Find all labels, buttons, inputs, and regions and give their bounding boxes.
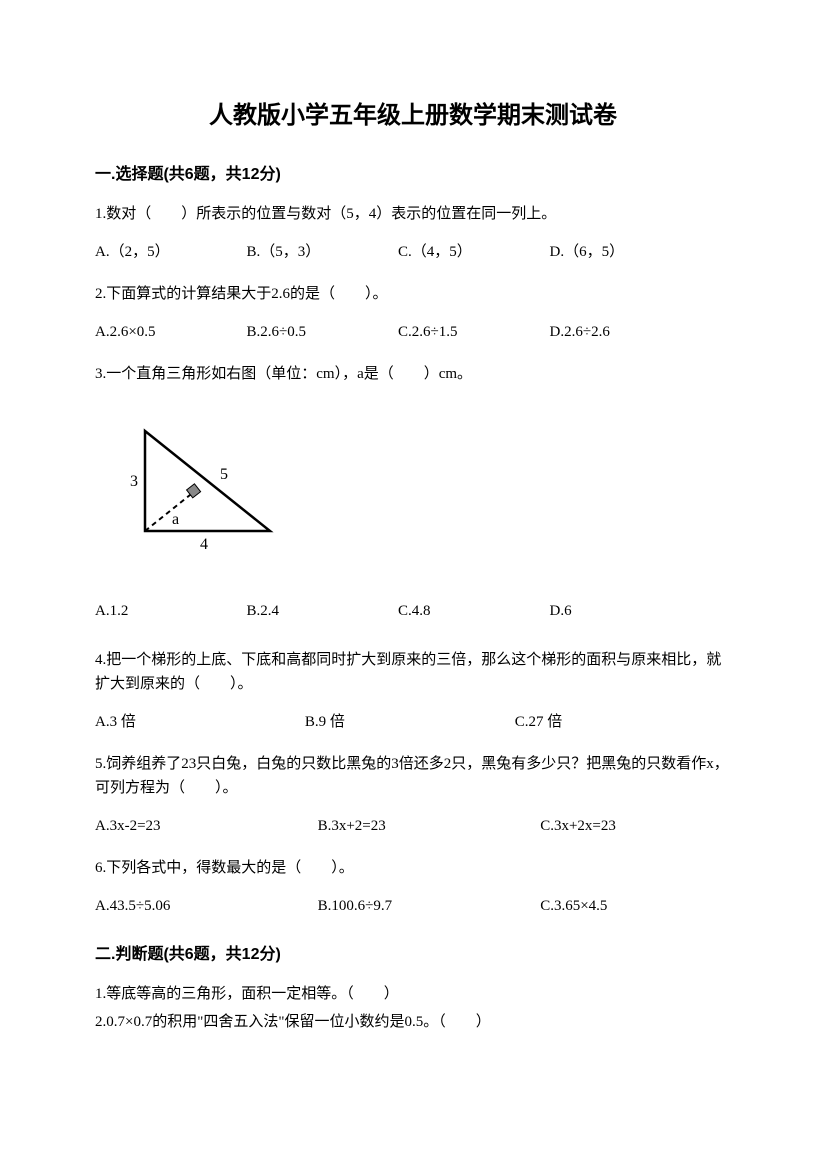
q6-options: A.43.5÷5.06 B.100.6÷9.7 C.3.65×4.5 — [95, 894, 731, 918]
q3-opt-b: B.2.4 — [247, 599, 399, 623]
triangle-svg: 3 4 5 a — [95, 411, 295, 561]
page-title: 人教版小学五年级上册数学期末测试卷 — [95, 95, 731, 130]
q5-opt-c: C.3x+2x=23 — [540, 814, 763, 838]
triangle-figure: 3 4 5 a — [95, 411, 731, 569]
triangle-label-5: 5 — [220, 466, 228, 483]
q2-text: 2.下面算式的计算结果大于2.6的是（ ）。 — [95, 282, 731, 306]
q1-opt-d: D.（6，5） — [550, 240, 702, 264]
q4-options: A.3 倍 B.9 倍 C.27 倍 — [95, 710, 731, 734]
judge-q2: 2.0.7×0.7的积用"四舍五入法"保留一位小数约是0.5。（ ） — [95, 1010, 731, 1034]
triangle-outline — [145, 431, 270, 531]
q6-text: 6.下列各式中，得数最大的是（ ）。 — [95, 856, 731, 880]
q6-opt-c: C.3.65×4.5 — [540, 894, 763, 918]
q2-options: A.2.6×0.5 B.2.6÷0.5 C.2.6÷1.5 D.2.6÷2.6 — [95, 320, 731, 344]
judge-q1-text: 1.等底等高的三角形，面积一定相等。（ ） — [95, 986, 399, 1002]
q3-text: 3.一个直角三角形如右图（单位：cm），a是（ ）cm。 — [95, 362, 731, 386]
q2-opt-b: B.2.6÷0.5 — [247, 320, 399, 344]
q1-opt-b: B.（5，3） — [247, 240, 399, 264]
triangle-label-a: a — [172, 511, 179, 528]
question-4: 4.把一个梯形的上底、下底和高都同时扩大到原来的三倍，那么这个梯形的面积与原来相… — [95, 648, 731, 734]
q3-opt-a: A.1.2 — [95, 599, 247, 623]
judge-q2-text: 2.0.7×0.7的积用"四舍五入法"保留一位小数约是0.5。（ ） — [95, 1014, 491, 1030]
question-1: 1.数对（ ）所表示的位置与数对（5，4）表示的位置在同一列上。 A.（2，5）… — [95, 202, 731, 264]
question-5: 5.饲养组养了23只白兔，白兔的只数比黑兔的3倍还多2只，黑兔有多少只？把黑兔的… — [95, 752, 731, 838]
question-3: 3.一个直角三角形如右图（单位：cm），a是（ ）cm。 3 4 5 a A.1… — [95, 362, 731, 623]
triangle-label-3: 3 — [130, 473, 138, 490]
q1-options: A.（2，5） B.（5，3） C.（4，5） D.（6，5） — [95, 240, 731, 264]
q4-opt-c: C.27 倍 — [515, 710, 725, 734]
q5-text: 5.饲养组养了23只白兔，白兔的只数比黑兔的3倍还多2只，黑兔有多少只？把黑兔的… — [95, 752, 731, 800]
q3-options: A.1.2 B.2.4 C.4.8 D.6 — [95, 599, 731, 623]
q1-opt-c: C.（4，5） — [398, 240, 550, 264]
q2-opt-a: A.2.6×0.5 — [95, 320, 247, 344]
q2-opt-d: D.2.6÷2.6 — [550, 320, 702, 344]
q5-opt-b: B.3x+2=23 — [318, 814, 541, 838]
q5-options: A.3x-2=23 B.3x+2=23 C.3x+2x=23 — [95, 814, 731, 838]
q4-opt-b: B.9 倍 — [305, 710, 515, 734]
question-6: 6.下列各式中，得数最大的是（ ）。 A.43.5÷5.06 B.100.6÷9… — [95, 856, 731, 918]
q6-opt-b: B.100.6÷9.7 — [318, 894, 541, 918]
q4-opt-a: A.3 倍 — [95, 710, 305, 734]
section2-header: 二.判断题(共6题，共12分) — [95, 940, 731, 964]
question-2: 2.下面算式的计算结果大于2.6的是（ ）。 A.2.6×0.5 B.2.6÷0… — [95, 282, 731, 344]
triangle-altitude — [145, 491, 195, 531]
q6-opt-a: A.43.5÷5.06 — [95, 894, 318, 918]
judge-q1: 1.等底等高的三角形，面积一定相等。（ ） — [95, 982, 731, 1006]
q3-opt-c: C.4.8 — [398, 599, 550, 623]
q4-text: 4.把一个梯形的上底、下底和高都同时扩大到原来的三倍，那么这个梯形的面积与原来相… — [95, 648, 731, 696]
section1-header: 一.选择题(共6题，共12分) — [95, 160, 731, 184]
q2-opt-c: C.2.6÷1.5 — [398, 320, 550, 344]
triangle-label-4: 4 — [200, 536, 208, 553]
q3-opt-d: D.6 — [550, 599, 702, 623]
q1-opt-a: A.（2，5） — [95, 240, 247, 264]
q1-text: 1.数对（ ）所表示的位置与数对（5，4）表示的位置在同一列上。 — [95, 202, 731, 226]
q5-opt-a: A.3x-2=23 — [95, 814, 318, 838]
